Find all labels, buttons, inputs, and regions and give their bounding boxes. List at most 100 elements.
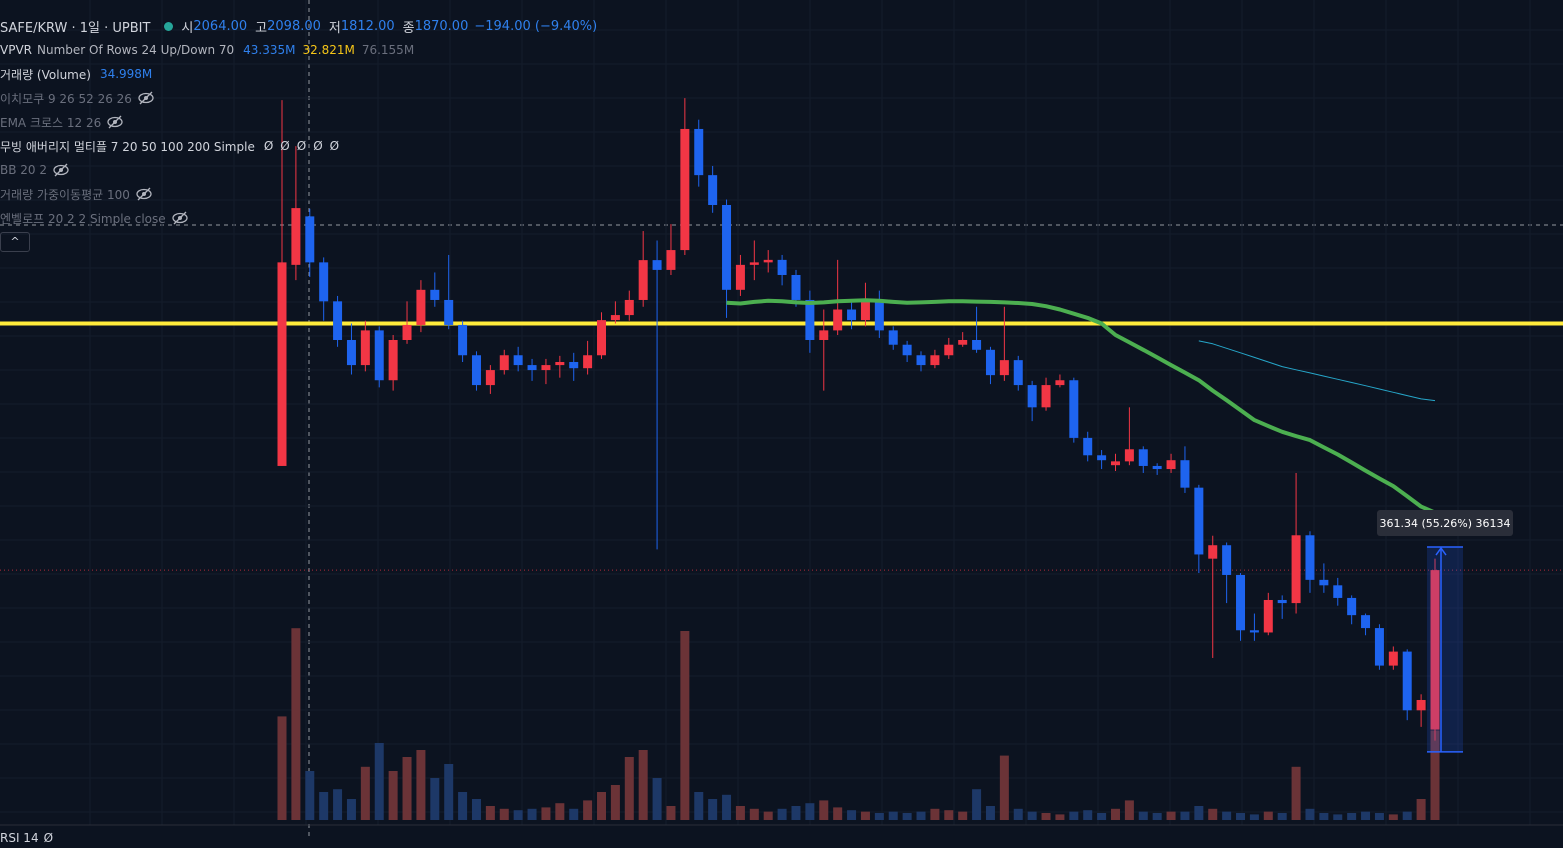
candle-body (471, 355, 481, 386)
volume-bar (1124, 800, 1134, 820)
volume-bar (1333, 814, 1343, 820)
indicator-value: 34.998M (99, 67, 153, 81)
candle-body (1347, 597, 1357, 616)
volume-bar (569, 808, 579, 820)
hidden-icon[interactable] (137, 91, 155, 105)
volume-bar (694, 792, 704, 820)
candle-body (874, 299, 884, 331)
volume-bar (416, 750, 426, 820)
volume-bar (346, 799, 356, 820)
candle-body (902, 344, 912, 356)
measure-box (1427, 547, 1463, 752)
volume-bar (680, 631, 690, 820)
measure-label: 361.34 (55.26%) 36134 (1379, 517, 1510, 530)
hidden-icon[interactable] (52, 163, 70, 177)
candle-body (513, 355, 523, 366)
candle-body (360, 330, 370, 366)
candle-body (1222, 545, 1232, 575)
candle-body (388, 339, 398, 381)
symbol: SAFE/KRW · 1일 · UPBIT (0, 20, 151, 36)
candle-body (1374, 628, 1384, 666)
volume-bar (305, 771, 315, 820)
candle-body (569, 361, 579, 369)
volume-bar (1430, 730, 1440, 820)
volume-bar (485, 806, 495, 820)
volume-bar (555, 803, 565, 820)
candle-body (680, 128, 690, 251)
volume-bar (277, 716, 287, 820)
volume-bar (291, 628, 301, 820)
candle-body (444, 299, 454, 325)
volume-bar (402, 757, 412, 820)
indicator-name: EMA 크로스 12 26 (0, 115, 102, 130)
indicator-value: Ø (263, 139, 274, 153)
indicator-name: 무빙 애버리지 멀티플 7 20 50 100 200 Simple (0, 139, 255, 154)
volume-bar (527, 808, 537, 820)
volume-bar (499, 808, 509, 820)
open-label: 시 (181, 20, 194, 36)
collapse-button[interactable]: ^ (0, 232, 30, 252)
candle-body (972, 339, 982, 350)
volume-bar (972, 789, 982, 820)
candle-body (485, 370, 495, 386)
volume-bar (513, 810, 523, 820)
candle-body (1236, 574, 1246, 631)
candle-body (777, 259, 787, 275)
close-label: 종 (402, 20, 415, 36)
candle-body (1083, 437, 1093, 456)
volume-bar (1249, 814, 1259, 820)
candle-body (833, 309, 843, 331)
volume-bar (735, 806, 745, 820)
volume-bar (1277, 813, 1287, 820)
indicator-value: Ø (329, 139, 340, 153)
candle-body (1208, 545, 1218, 559)
candle-body (1194, 487, 1204, 555)
candle-body (1333, 585, 1343, 598)
candle-body (1013, 360, 1023, 386)
volume-bar (1361, 811, 1371, 820)
candle-body (499, 355, 509, 371)
indicator-name: 거래량 (Volume) (0, 67, 91, 82)
volume-bar (1416, 799, 1426, 820)
volume-bar (708, 799, 718, 820)
candle-body (805, 299, 815, 340)
candle-body (1263, 599, 1273, 633)
indicator-row: 거래량 (Volume) 34.998M (0, 64, 152, 84)
rsi-value: Ø (43, 831, 54, 845)
volume-bar (444, 764, 454, 820)
candle-body (791, 274, 801, 300)
candle-body (346, 339, 356, 366)
volume-bar (1347, 813, 1357, 820)
volume-bar (833, 807, 843, 820)
volume-bar (583, 800, 593, 820)
indicator-value: 32.821M (302, 43, 355, 57)
volume-bar (471, 799, 481, 820)
volume-bar (597, 792, 607, 820)
candle-body (666, 250, 676, 270)
hidden-icon[interactable] (135, 187, 153, 201)
volume-bar (1180, 811, 1190, 820)
candle-body (930, 355, 940, 366)
hidden-icon[interactable] (106, 115, 124, 129)
candle-body (735, 264, 745, 290)
volume-bar (388, 771, 398, 820)
volume-bar (999, 755, 1009, 820)
hidden-icon[interactable] (171, 211, 189, 225)
volume-bar (1208, 808, 1218, 820)
candle-body (458, 324, 468, 356)
status-dot (164, 21, 174, 31)
candle-body (291, 208, 301, 265)
candle-body (1152, 465, 1162, 470)
volume-bar (624, 757, 634, 820)
volume-bar (1166, 811, 1176, 820)
volume-bar (1083, 810, 1093, 820)
candle-body (985, 349, 995, 376)
candle-body (1027, 385, 1037, 408)
candle-body (1041, 385, 1051, 408)
measure-arrowhead (1435, 546, 1447, 556)
volume-bar (319, 792, 329, 820)
volume-bar (1374, 813, 1384, 820)
indicator-params: Number Of Rows 24 Up/Down 70 (37, 43, 235, 57)
candle-body (652, 260, 662, 270)
